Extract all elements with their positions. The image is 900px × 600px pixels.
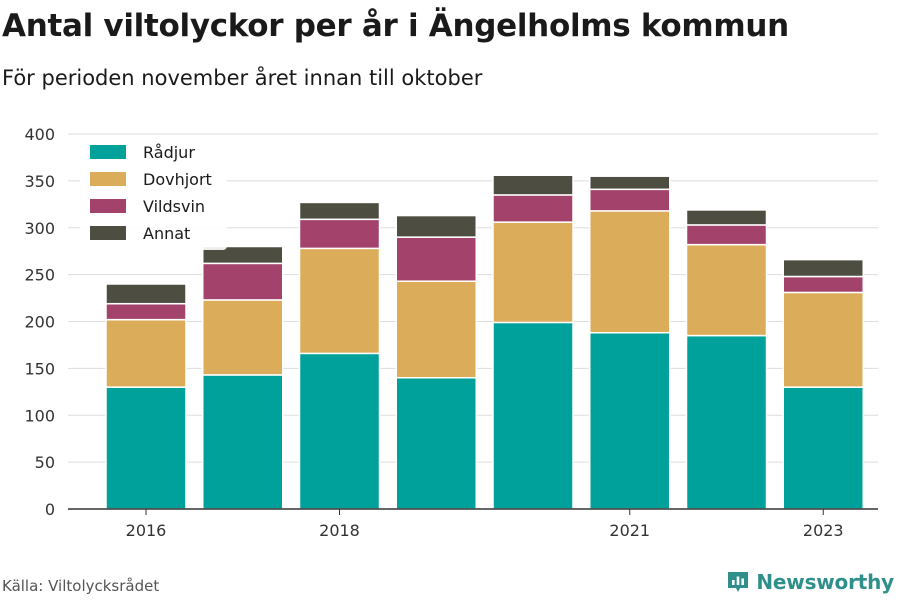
- y-tick-label: 100: [24, 406, 55, 425]
- x-tick-label: 2023: [803, 521, 844, 540]
- bar-segment: [298, 352, 381, 510]
- bar-segment: [105, 318, 187, 388]
- y-tick-label: 150: [24, 359, 55, 378]
- y-tick-label: 200: [24, 313, 55, 332]
- legend-label: Rådjur: [143, 143, 195, 162]
- bar-segment: [589, 210, 671, 334]
- chart-subtitle: För perioden november året innan till ok…: [2, 66, 483, 90]
- bar-segment: [589, 188, 671, 212]
- bar-segment: [492, 321, 574, 510]
- bar-stack: [685, 209, 768, 510]
- bar-segment: [492, 174, 574, 196]
- bar-segment: [589, 175, 671, 191]
- source-note: Källa: Viltolycksrådet: [2, 577, 160, 595]
- bar-stack: [492, 174, 574, 510]
- legend-swatch: [90, 199, 126, 213]
- legend-label: Annat: [143, 224, 190, 243]
- chart-title: Antal viltolyckor per år i Ängelholms ko…: [2, 8, 789, 44]
- bar-stack: [782, 258, 864, 510]
- legend-label: Vildsvin: [143, 197, 205, 216]
- bar-segment: [298, 201, 381, 221]
- bar-segment: [782, 386, 864, 510]
- x-tick-label: 2016: [126, 521, 167, 540]
- bar-chart-logo-icon: [728, 572, 749, 592]
- bar-segment: [298, 247, 381, 355]
- bar-segment: [782, 291, 864, 388]
- bar-segment: [202, 245, 284, 265]
- legend: Rådjur Dovhjort Vildsvin Annat: [80, 140, 227, 250]
- legend-swatch: [90, 226, 126, 240]
- x-axis-ticks: 2016 2018 2021 2023: [68, 508, 878, 540]
- y-tick-label: 50: [35, 453, 55, 472]
- legend-background: [80, 140, 227, 250]
- bar-stack: [298, 201, 381, 510]
- legend-label: Dovhjort: [143, 170, 212, 189]
- bar-segment: [782, 258, 864, 278]
- bar-stack: [589, 175, 671, 510]
- bar-segment: [395, 280, 477, 379]
- y-tick-label: 250: [24, 266, 55, 285]
- y-tick-label: 300: [24, 219, 55, 238]
- brand-logo: Newsworthy: [726, 570, 894, 594]
- brand-name: Newsworthy: [756, 570, 894, 594]
- bar-stack: [202, 245, 284, 510]
- y-tick-label: 400: [24, 125, 55, 144]
- bar-segment: [395, 377, 477, 510]
- bar-segment: [782, 275, 864, 294]
- legend-swatch: [90, 172, 126, 186]
- bar-segment: [685, 224, 768, 246]
- bars: [105, 174, 864, 510]
- bar-segment: [395, 214, 477, 238]
- bar-segment: [685, 209, 768, 226]
- bar-stack: [105, 283, 187, 510]
- bar-segment: [202, 299, 284, 376]
- x-tick-label: 2021: [609, 521, 650, 540]
- bar-segment: [105, 302, 187, 321]
- bar-segment: [105, 386, 187, 510]
- bar-segment: [492, 194, 574, 223]
- bar-segment: [685, 334, 768, 510]
- bar-segment: [589, 332, 671, 510]
- bar-stack: [395, 214, 477, 510]
- bar-segment: [685, 243, 768, 337]
- bar-segment: [298, 218, 381, 250]
- bar-segment: [202, 262, 284, 301]
- stacked-bar-chart: 0 50 100 150 200 250 300 350 400 2016 2018 2021 202…: [24, 125, 878, 540]
- bar-segment: [395, 236, 477, 282]
- x-tick-label: 2018: [319, 521, 360, 540]
- y-tick-label: 350: [24, 172, 55, 191]
- bar-segment: [105, 283, 187, 305]
- bar-segment: [492, 221, 574, 324]
- bar-segment: [202, 374, 284, 510]
- y-axis-ticks: 0 50 100 150 200 250 300 350 400: [24, 125, 55, 519]
- y-tick-label: 0: [45, 500, 55, 519]
- legend-swatch: [90, 145, 126, 159]
